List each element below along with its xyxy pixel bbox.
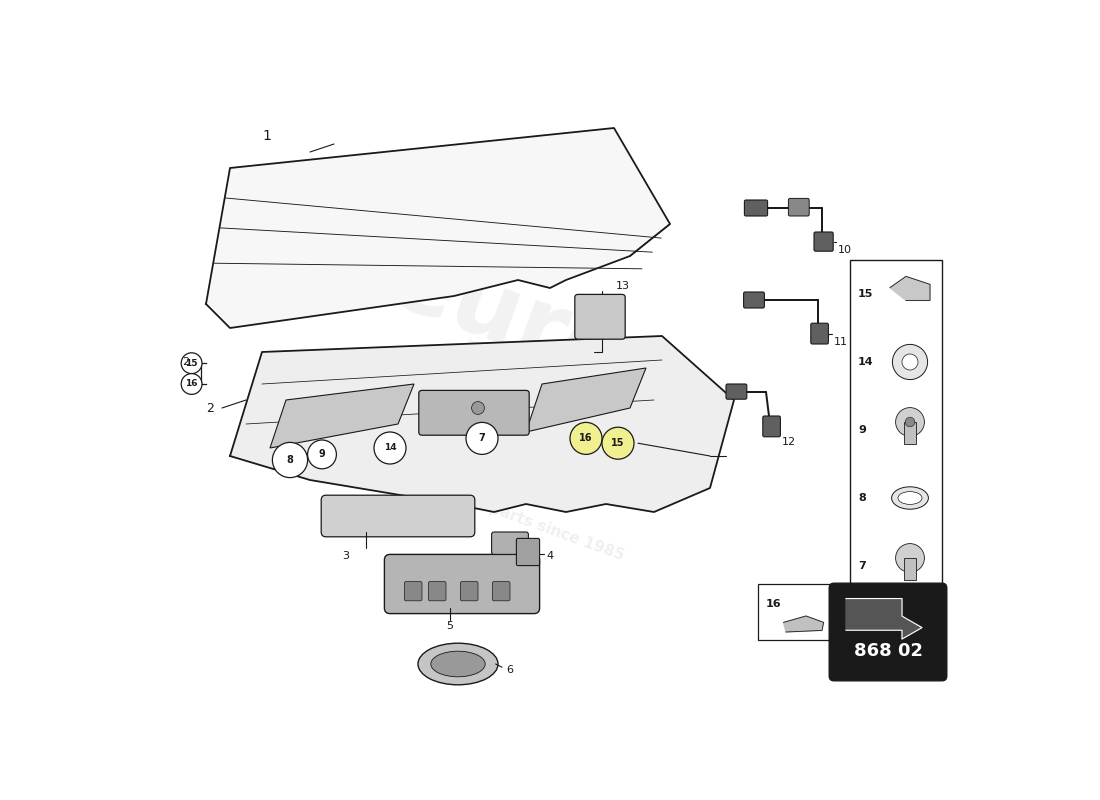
Polygon shape — [270, 384, 414, 448]
Circle shape — [892, 344, 927, 380]
Polygon shape — [846, 598, 922, 639]
FancyBboxPatch shape — [575, 294, 625, 339]
FancyBboxPatch shape — [493, 582, 510, 601]
Text: 4: 4 — [546, 551, 553, 561]
FancyBboxPatch shape — [516, 538, 540, 566]
FancyBboxPatch shape — [492, 532, 528, 554]
Text: 1: 1 — [262, 129, 271, 143]
FancyBboxPatch shape — [814, 232, 833, 251]
Text: 9: 9 — [858, 425, 866, 435]
Circle shape — [308, 440, 337, 469]
FancyBboxPatch shape — [811, 323, 828, 344]
Text: 13: 13 — [616, 282, 629, 291]
Text: euro: euro — [376, 234, 644, 406]
Polygon shape — [890, 276, 930, 300]
Polygon shape — [783, 616, 824, 632]
Circle shape — [895, 544, 924, 573]
Text: 2: 2 — [182, 358, 189, 367]
Text: 11: 11 — [834, 338, 848, 347]
Text: 7: 7 — [478, 434, 485, 443]
FancyBboxPatch shape — [726, 384, 747, 399]
FancyBboxPatch shape — [744, 292, 764, 308]
FancyBboxPatch shape — [904, 558, 915, 581]
FancyBboxPatch shape — [762, 416, 780, 437]
Circle shape — [374, 432, 406, 464]
FancyBboxPatch shape — [321, 495, 475, 537]
Text: 12: 12 — [782, 437, 796, 446]
Text: 9: 9 — [319, 450, 326, 459]
Text: 10: 10 — [838, 245, 853, 254]
Circle shape — [902, 354, 918, 370]
Ellipse shape — [418, 643, 498, 685]
Text: a passion for parts since 1985: a passion for parts since 1985 — [378, 461, 626, 563]
Polygon shape — [230, 336, 734, 512]
Text: 15: 15 — [612, 438, 625, 448]
Text: 16: 16 — [766, 598, 782, 609]
Polygon shape — [526, 368, 646, 432]
Text: 14: 14 — [384, 443, 396, 453]
Text: 3: 3 — [342, 551, 349, 561]
Text: 868 02: 868 02 — [854, 642, 923, 660]
FancyBboxPatch shape — [384, 554, 540, 614]
Polygon shape — [206, 128, 670, 328]
Text: 15: 15 — [185, 358, 198, 368]
Circle shape — [182, 353, 202, 374]
FancyBboxPatch shape — [461, 582, 478, 601]
Text: 7: 7 — [858, 561, 866, 571]
Text: 2: 2 — [206, 402, 213, 414]
Circle shape — [905, 418, 915, 427]
FancyBboxPatch shape — [405, 582, 422, 601]
Text: 15: 15 — [858, 289, 873, 299]
Text: 8: 8 — [858, 493, 866, 503]
Circle shape — [182, 374, 202, 394]
FancyBboxPatch shape — [829, 583, 947, 681]
FancyBboxPatch shape — [758, 584, 834, 640]
Text: 8: 8 — [287, 455, 294, 465]
FancyBboxPatch shape — [850, 260, 942, 600]
Text: 16: 16 — [580, 434, 593, 443]
FancyBboxPatch shape — [419, 390, 529, 435]
Ellipse shape — [431, 651, 485, 677]
Text: 6: 6 — [506, 665, 513, 674]
FancyBboxPatch shape — [789, 198, 810, 216]
Circle shape — [273, 442, 308, 478]
Circle shape — [895, 407, 924, 437]
Text: 5: 5 — [447, 621, 453, 630]
FancyBboxPatch shape — [428, 582, 446, 601]
Circle shape — [602, 427, 634, 459]
Ellipse shape — [898, 491, 922, 504]
Text: 16: 16 — [185, 379, 198, 389]
Text: parts: parts — [441, 322, 691, 478]
FancyBboxPatch shape — [904, 422, 915, 444]
Ellipse shape — [892, 486, 928, 509]
FancyBboxPatch shape — [745, 200, 768, 216]
Circle shape — [466, 422, 498, 454]
Circle shape — [570, 422, 602, 454]
Circle shape — [472, 402, 484, 414]
Text: 14: 14 — [858, 357, 873, 367]
